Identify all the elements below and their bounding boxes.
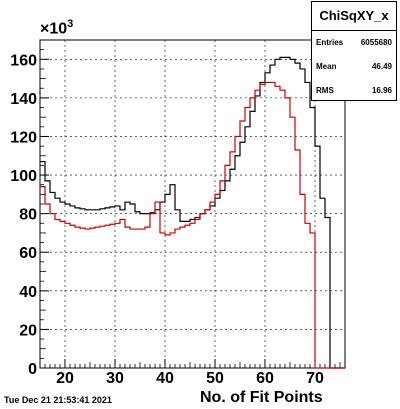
y-tick-label: 160	[10, 52, 37, 69]
y-tick-label: 120	[10, 129, 37, 146]
x-axis-title: No. of Fit Points	[200, 389, 323, 406]
y-axis-multiplier: ×103	[40, 18, 74, 38]
y-tick-label: 140	[10, 91, 37, 108]
x-tick-label: 30	[106, 370, 124, 387]
y-tick-label: 100	[10, 168, 37, 185]
x-tick-label: 40	[156, 370, 174, 387]
stats-title: ChiSqXY_x	[312, 2, 396, 31]
x-tick-label: 70	[306, 370, 324, 387]
plot-frame	[39, 39, 346, 369]
histogram-series-black	[40, 56, 345, 369]
x-tick-label: 20	[56, 370, 74, 387]
y-tick-label: 40	[19, 284, 37, 301]
y-tick-label: 0	[28, 361, 37, 378]
histogram-series-red	[40, 81, 345, 369]
timestamp-footer: Tue Dec 21 21:53:41 2021	[4, 395, 112, 405]
y-tick-label: 80	[19, 207, 37, 224]
x-tick-label: 60	[256, 370, 274, 387]
y-tick-label: 60	[19, 245, 37, 262]
x-tick-label: 50	[206, 370, 224, 387]
stats-box: ChiSqXY_x Entries 6055680 Mean 46.49 RMS…	[311, 1, 397, 101]
y-tick-label: 20	[19, 322, 37, 339]
